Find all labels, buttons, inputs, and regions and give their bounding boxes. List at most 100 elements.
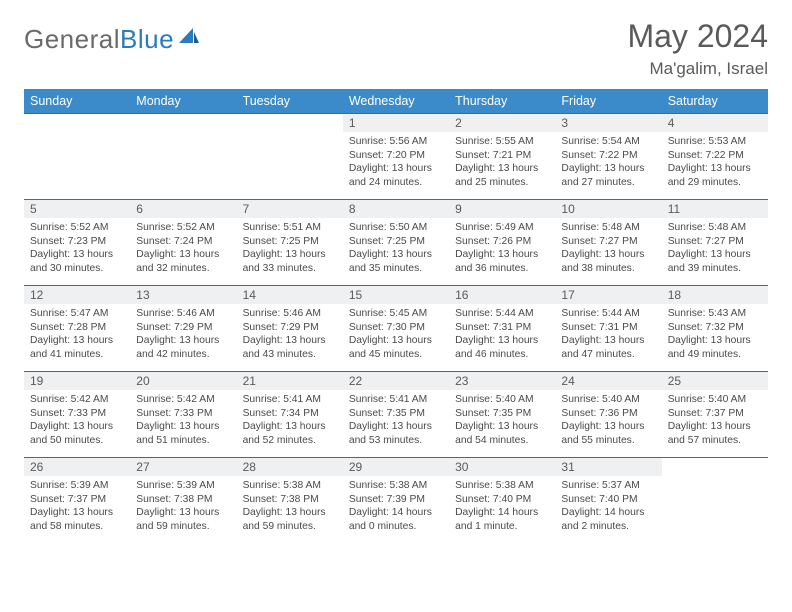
sunset-line: Sunset: 7:25 PM xyxy=(243,235,337,249)
day-details: Sunrise: 5:44 AMSunset: 7:31 PMDaylight:… xyxy=(449,304,555,363)
day-number: 21 xyxy=(237,372,343,390)
day-number: 12 xyxy=(24,286,130,304)
day-number: 14 xyxy=(237,286,343,304)
day-number: 30 xyxy=(449,458,555,476)
day-details: Sunrise: 5:42 AMSunset: 7:33 PMDaylight:… xyxy=(24,390,130,449)
sunrise-line: Sunrise: 5:52 AM xyxy=(30,221,124,235)
week-row: 12Sunrise: 5:47 AMSunset: 7:28 PMDayligh… xyxy=(24,286,768,372)
calendar-page: General Blue May 2024 Ma'galim, Israel S… xyxy=(0,0,792,544)
day-details: Sunrise: 5:38 AMSunset: 7:38 PMDaylight:… xyxy=(237,476,343,535)
daylight-line: Daylight: 13 hours and 59 minutes. xyxy=(243,506,337,533)
daylight-line: Daylight: 13 hours and 43 minutes. xyxy=(243,334,337,361)
day-cell: 25Sunrise: 5:40 AMSunset: 7:37 PMDayligh… xyxy=(662,372,768,458)
daylight-line: Daylight: 13 hours and 42 minutes. xyxy=(136,334,230,361)
sunrise-line: Sunrise: 5:38 AM xyxy=(455,479,549,493)
day-details: Sunrise: 5:38 AMSunset: 7:39 PMDaylight:… xyxy=(343,476,449,535)
daylight-line: Daylight: 13 hours and 46 minutes. xyxy=(455,334,549,361)
sunset-line: Sunset: 7:40 PM xyxy=(455,493,549,507)
day-cell: 26Sunrise: 5:39 AMSunset: 7:37 PMDayligh… xyxy=(24,458,130,544)
sunrise-line: Sunrise: 5:54 AM xyxy=(561,135,655,149)
day-details: Sunrise: 5:52 AMSunset: 7:23 PMDaylight:… xyxy=(24,218,130,277)
sunrise-line: Sunrise: 5:45 AM xyxy=(349,307,443,321)
day-number: 18 xyxy=(662,286,768,304)
day-details: Sunrise: 5:52 AMSunset: 7:24 PMDaylight:… xyxy=(130,218,236,277)
daylight-line: Daylight: 13 hours and 50 minutes. xyxy=(30,420,124,447)
sunrise-line: Sunrise: 5:47 AM xyxy=(30,307,124,321)
day-cell xyxy=(24,114,130,200)
day-details: Sunrise: 5:38 AMSunset: 7:40 PMDaylight:… xyxy=(449,476,555,535)
day-cell: 29Sunrise: 5:38 AMSunset: 7:39 PMDayligh… xyxy=(343,458,449,544)
day-details: Sunrise: 5:51 AMSunset: 7:25 PMDaylight:… xyxy=(237,218,343,277)
sunrise-line: Sunrise: 5:42 AM xyxy=(30,393,124,407)
sunset-line: Sunset: 7:27 PM xyxy=(668,235,762,249)
sunset-line: Sunset: 7:28 PM xyxy=(30,321,124,335)
month-title: May 2024 xyxy=(627,18,768,55)
day-cell: 8Sunrise: 5:50 AMSunset: 7:25 PMDaylight… xyxy=(343,200,449,286)
day-of-week-header: Tuesday xyxy=(237,89,343,114)
day-details: Sunrise: 5:41 AMSunset: 7:34 PMDaylight:… xyxy=(237,390,343,449)
day-cell: 30Sunrise: 5:38 AMSunset: 7:40 PMDayligh… xyxy=(449,458,555,544)
day-details: Sunrise: 5:43 AMSunset: 7:32 PMDaylight:… xyxy=(662,304,768,363)
logo-sail-icon xyxy=(177,27,201,52)
day-cell: 4Sunrise: 5:53 AMSunset: 7:22 PMDaylight… xyxy=(662,114,768,200)
day-details: Sunrise: 5:47 AMSunset: 7:28 PMDaylight:… xyxy=(24,304,130,363)
day-details: Sunrise: 5:55 AMSunset: 7:21 PMDaylight:… xyxy=(449,132,555,191)
day-cell xyxy=(237,114,343,200)
day-cell: 3Sunrise: 5:54 AMSunset: 7:22 PMDaylight… xyxy=(555,114,661,200)
sunset-line: Sunset: 7:39 PM xyxy=(349,493,443,507)
day-number: 22 xyxy=(343,372,449,390)
day-cell: 19Sunrise: 5:42 AMSunset: 7:33 PMDayligh… xyxy=(24,372,130,458)
day-of-week-header: Sunday xyxy=(24,89,130,114)
day-cell: 31Sunrise: 5:37 AMSunset: 7:40 PMDayligh… xyxy=(555,458,661,544)
sunset-line: Sunset: 7:33 PM xyxy=(136,407,230,421)
sunset-line: Sunset: 7:31 PM xyxy=(455,321,549,335)
daylight-line: Daylight: 13 hours and 55 minutes. xyxy=(561,420,655,447)
sunset-line: Sunset: 7:20 PM xyxy=(349,149,443,163)
logo-text-gray: General xyxy=(24,24,120,55)
day-cell: 9Sunrise: 5:49 AMSunset: 7:26 PMDaylight… xyxy=(449,200,555,286)
day-number: 27 xyxy=(130,458,236,476)
daylight-line: Daylight: 13 hours and 24 minutes. xyxy=(349,162,443,189)
day-details: Sunrise: 5:44 AMSunset: 7:31 PMDaylight:… xyxy=(555,304,661,363)
daylight-line: Daylight: 13 hours and 45 minutes. xyxy=(349,334,443,361)
location: Ma'galim, Israel xyxy=(627,59,768,79)
sunset-line: Sunset: 7:32 PM xyxy=(668,321,762,335)
day-of-week-header: Saturday xyxy=(662,89,768,114)
daylight-line: Daylight: 13 hours and 35 minutes. xyxy=(349,248,443,275)
day-number: 23 xyxy=(449,372,555,390)
title-block: May 2024 Ma'galim, Israel xyxy=(627,18,768,79)
sunrise-line: Sunrise: 5:40 AM xyxy=(455,393,549,407)
day-number: 16 xyxy=(449,286,555,304)
sunset-line: Sunset: 7:24 PM xyxy=(136,235,230,249)
sunset-line: Sunset: 7:38 PM xyxy=(136,493,230,507)
day-number: 25 xyxy=(662,372,768,390)
day-cell: 13Sunrise: 5:46 AMSunset: 7:29 PMDayligh… xyxy=(130,286,236,372)
daylight-line: Daylight: 13 hours and 51 minutes. xyxy=(136,420,230,447)
daylight-line: Daylight: 13 hours and 29 minutes. xyxy=(668,162,762,189)
daylight-line: Daylight: 13 hours and 52 minutes. xyxy=(243,420,337,447)
day-details: Sunrise: 5:49 AMSunset: 7:26 PMDaylight:… xyxy=(449,218,555,277)
day-cell: 7Sunrise: 5:51 AMSunset: 7:25 PMDaylight… xyxy=(237,200,343,286)
day-number: 1 xyxy=(343,114,449,132)
sunset-line: Sunset: 7:37 PM xyxy=(30,493,124,507)
day-cell: 14Sunrise: 5:46 AMSunset: 7:29 PMDayligh… xyxy=(237,286,343,372)
daylight-line: Daylight: 13 hours and 25 minutes. xyxy=(455,162,549,189)
sunset-line: Sunset: 7:33 PM xyxy=(30,407,124,421)
day-number: 17 xyxy=(555,286,661,304)
day-number: 28 xyxy=(237,458,343,476)
daylight-line: Daylight: 13 hours and 58 minutes. xyxy=(30,506,124,533)
day-details: Sunrise: 5:40 AMSunset: 7:36 PMDaylight:… xyxy=(555,390,661,449)
daylight-line: Daylight: 13 hours and 54 minutes. xyxy=(455,420,549,447)
daylight-line: Daylight: 13 hours and 49 minutes. xyxy=(668,334,762,361)
sunrise-line: Sunrise: 5:53 AM xyxy=(668,135,762,149)
sunset-line: Sunset: 7:29 PM xyxy=(136,321,230,335)
day-number: 20 xyxy=(130,372,236,390)
day-cell: 20Sunrise: 5:42 AMSunset: 7:33 PMDayligh… xyxy=(130,372,236,458)
day-number: 7 xyxy=(237,200,343,218)
daylight-line: Daylight: 14 hours and 2 minutes. xyxy=(561,506,655,533)
day-details: Sunrise: 5:39 AMSunset: 7:38 PMDaylight:… xyxy=(130,476,236,535)
day-details: Sunrise: 5:54 AMSunset: 7:22 PMDaylight:… xyxy=(555,132,661,191)
sunrise-line: Sunrise: 5:48 AM xyxy=(668,221,762,235)
day-details: Sunrise: 5:40 AMSunset: 7:35 PMDaylight:… xyxy=(449,390,555,449)
day-cell: 6Sunrise: 5:52 AMSunset: 7:24 PMDaylight… xyxy=(130,200,236,286)
